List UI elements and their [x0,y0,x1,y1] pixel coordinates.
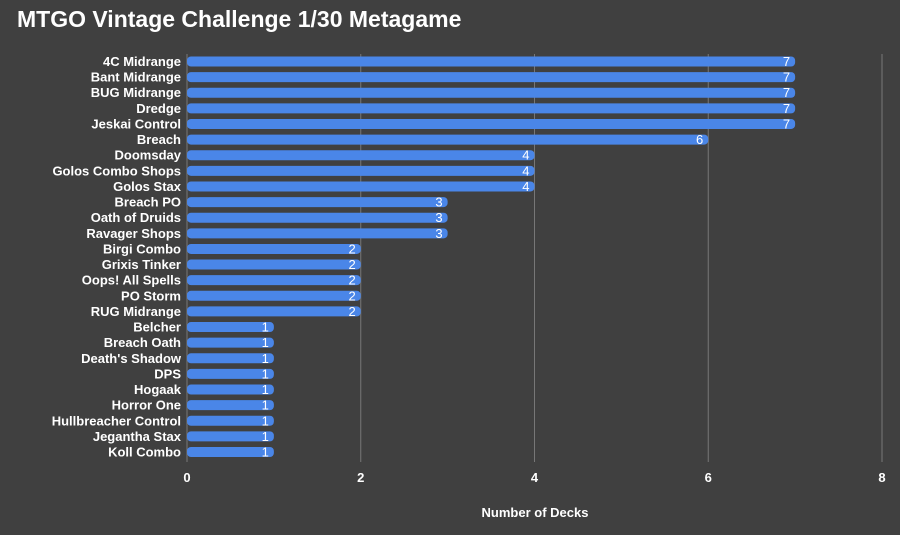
bar [187,259,361,270]
category-label: Golos Stax [113,179,182,194]
x-tick-label: 0 [183,470,190,485]
value-label: 1 [262,320,269,335]
bar [187,150,535,161]
bar [187,103,796,114]
category-label: 4C Midrange [103,54,181,69]
value-label: 2 [349,257,356,272]
bar [187,275,361,286]
category-label: Belcher [133,320,181,335]
category-label: Golos Combo Shops [52,163,181,178]
value-label: 7 [783,116,790,131]
value-label: 1 [262,382,269,397]
bar [187,56,796,67]
bar [187,118,796,129]
bar [187,87,796,98]
category-label: Ravager Shops [86,226,181,241]
value-label: 3 [435,210,442,225]
bar [187,212,448,223]
value-label: 1 [262,445,269,460]
value-label: 4 [522,163,529,178]
value-label: 3 [435,226,442,241]
category-label: PO Storm [121,288,181,303]
bar [187,322,274,333]
bar [187,290,361,301]
x-tick-label: 4 [531,470,539,485]
bar [187,306,361,317]
value-label: 1 [262,413,269,428]
category-label: Bant Midrange [91,70,181,85]
bar [187,181,535,192]
value-label: 7 [783,54,790,69]
value-label: 3 [435,195,442,210]
bar [187,134,709,145]
value-label: 2 [349,273,356,288]
value-label: 1 [262,366,269,381]
x-axis-label: Number of Decks [481,505,589,520]
category-label: Dredge [136,101,181,116]
category-label: RUG Midrange [91,304,181,319]
category-label: Breach Oath [104,335,181,350]
x-tick-label: 2 [357,470,364,485]
category-label: Grixis Tinker [102,257,181,272]
bar [187,447,274,457]
value-label: 1 [262,351,269,366]
category-label: Breach [137,132,181,147]
bar [187,72,796,83]
bar [187,353,274,364]
bar [187,243,361,254]
bar [187,368,274,379]
value-label: 6 [696,132,703,147]
category-label: Death's Shadow [81,351,182,366]
value-label: 7 [783,70,790,85]
value-label: 1 [262,398,269,413]
category-label: Oops! All Spells [82,273,181,288]
category-label: Doomsday [115,148,182,163]
category-label: Horror One [112,398,181,413]
bar [187,415,274,426]
category-label: Breach PO [115,195,181,210]
bar [187,197,448,208]
bar [187,431,274,442]
category-label: Hogaak [134,382,182,397]
category-label: Jeskai Control [91,116,181,131]
category-label: DPS [154,366,181,381]
value-label: 7 [783,101,790,116]
bar [187,337,274,348]
x-tick-label: 8 [878,470,885,485]
value-label: 1 [262,429,269,444]
value-label: 2 [349,241,356,256]
value-label: 4 [522,179,529,194]
category-label: Hullbreacher Control [52,413,181,428]
chart-title: MTGO Vintage Challenge 1/30 Metagame [17,6,462,32]
bar [187,165,535,176]
category-label: Birgi Combo [103,241,181,256]
value-label: 2 [349,304,356,319]
category-label: Jegantha Stax [93,429,182,444]
value-label: 1 [262,335,269,350]
bar [187,384,274,395]
category-label: BUG Midrange [91,85,181,100]
x-tick-label: 6 [705,470,712,485]
category-label: Oath of Druids [91,210,181,225]
bar [187,228,448,239]
category-label: Koll Combo [108,445,181,460]
value-label: 4 [522,148,529,163]
value-label: 2 [349,288,356,303]
bar [187,400,274,411]
value-label: 7 [783,85,790,100]
